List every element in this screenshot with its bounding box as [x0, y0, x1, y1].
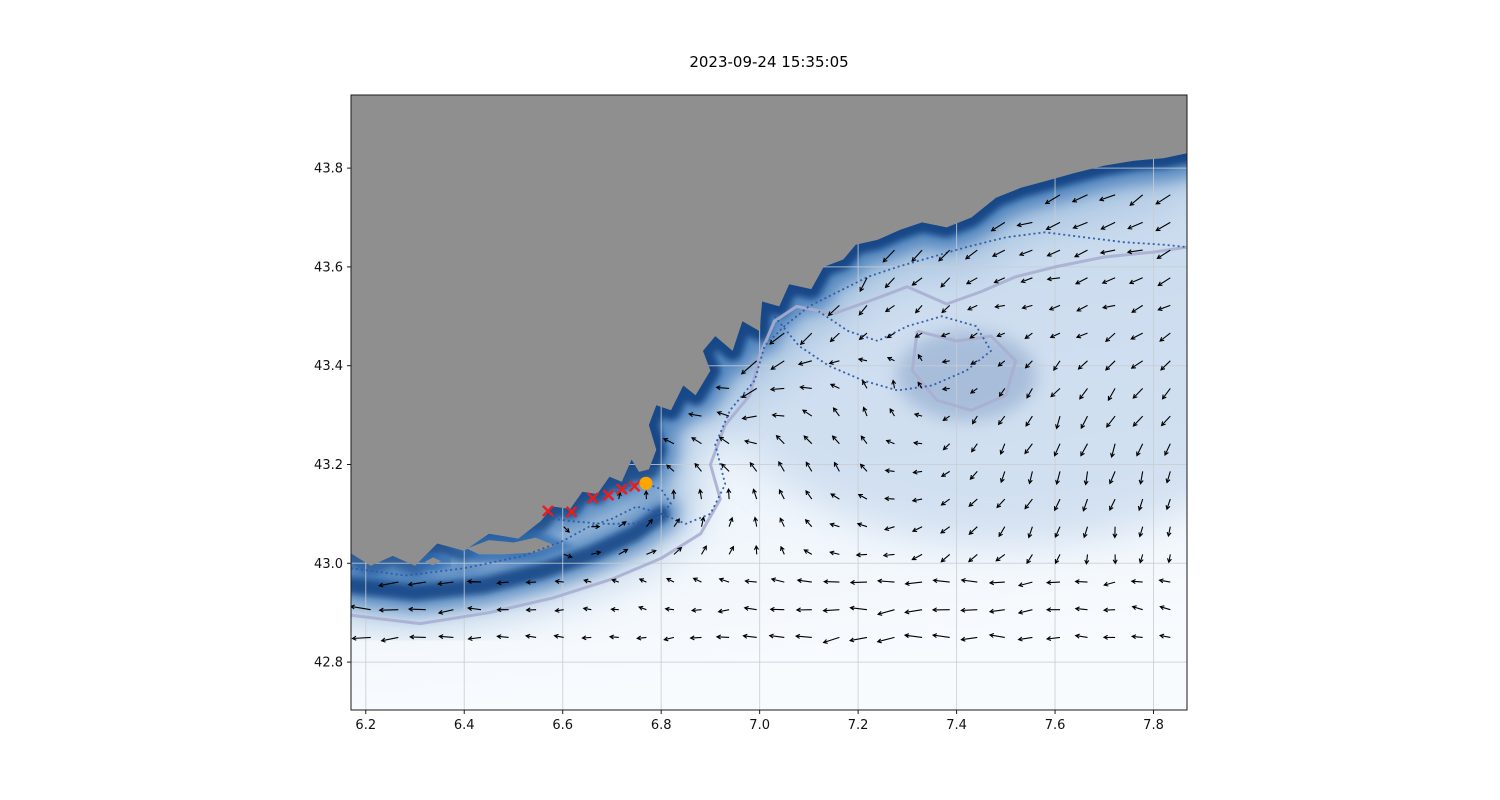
track-marker-x: [586, 492, 599, 504]
x-tick-label: 7.8: [1143, 718, 1164, 733]
y-tick-label: 42.8: [314, 656, 343, 671]
contour-dark-dotted: [351, 231, 1187, 577]
y-tick-label: 43.4: [314, 359, 343, 374]
y-tick-label: 43.6: [314, 260, 343, 275]
current-position-marker: [639, 476, 653, 490]
track-marker-x: [602, 489, 615, 501]
x-tick-label: 7.6: [1045, 718, 1066, 733]
y-tick-label: 43.8: [314, 162, 343, 177]
x-tick-label: 6.6: [552, 718, 573, 733]
island-polygon: [380, 541, 398, 550]
x-tick-label: 7.0: [749, 718, 770, 733]
track-marker-x: [628, 480, 641, 493]
track-marker-x: [615, 483, 628, 496]
track-marker-x: [542, 505, 554, 517]
quiver-field: [351, 194, 1172, 644]
plot-area: [351, 95, 1187, 710]
island-polygon: [466, 537, 556, 555]
island-polygon: [424, 557, 442, 566]
x-tick-label: 6.8: [651, 718, 672, 733]
contour-light: [910, 329, 1018, 412]
land-polygon: [351, 95, 1187, 566]
contour-dark-dotted: [773, 310, 992, 392]
contour-light: [351, 245, 1187, 626]
axes: 6.2 6.4 6.6 6.8 7.0 7.2 7.4 7.6 7.8 42.8 43.0 43.2 4…: [314, 94, 1188, 733]
y-tick-label: 43.0: [314, 557, 343, 572]
x-tick-label: 7.2: [848, 718, 869, 733]
plot-title: 2023-09-24 15:35:05: [689, 53, 849, 71]
axes-border: [350, 94, 1188, 711]
contour-dark-dotted: [552, 480, 672, 525]
x-tick-label: 6.2: [355, 718, 376, 733]
bathymetry-west-band: [351, 505, 670, 601]
bathymetry-island-band: [408, 549, 458, 574]
y-tick-label: 43.2: [314, 458, 343, 473]
track-marker-x: [565, 506, 578, 518]
x-tick-label: 6.4: [454, 718, 475, 733]
x-tick-label: 7.4: [946, 718, 967, 733]
